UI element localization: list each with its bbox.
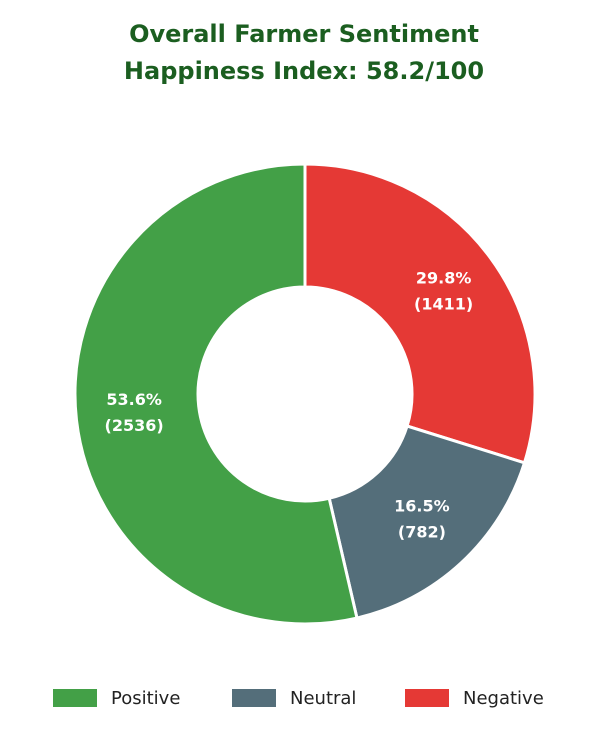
chart-subtitle: Happiness Index: 58.2/100 (124, 57, 484, 85)
legend-label: Negative (463, 688, 544, 709)
percent-label: 29.8% (416, 269, 472, 288)
legend-swatch (53, 689, 97, 707)
donut-slice (73, 162, 359, 626)
value-label: (782) (398, 523, 446, 542)
value-label: (2536) (105, 416, 164, 435)
legend-swatch (405, 689, 449, 707)
chart-title: Overall Farmer Sentiment (129, 20, 479, 48)
donut-slice (327, 424, 527, 620)
percent-label: 16.5% (394, 497, 450, 516)
percent-label: 53.6% (106, 390, 162, 409)
value-label: (1411) (414, 295, 473, 314)
legend-swatch (232, 689, 276, 707)
legend-label: Positive (111, 688, 180, 709)
donut-slice (303, 162, 537, 465)
legend-label: Neutral (290, 688, 356, 709)
